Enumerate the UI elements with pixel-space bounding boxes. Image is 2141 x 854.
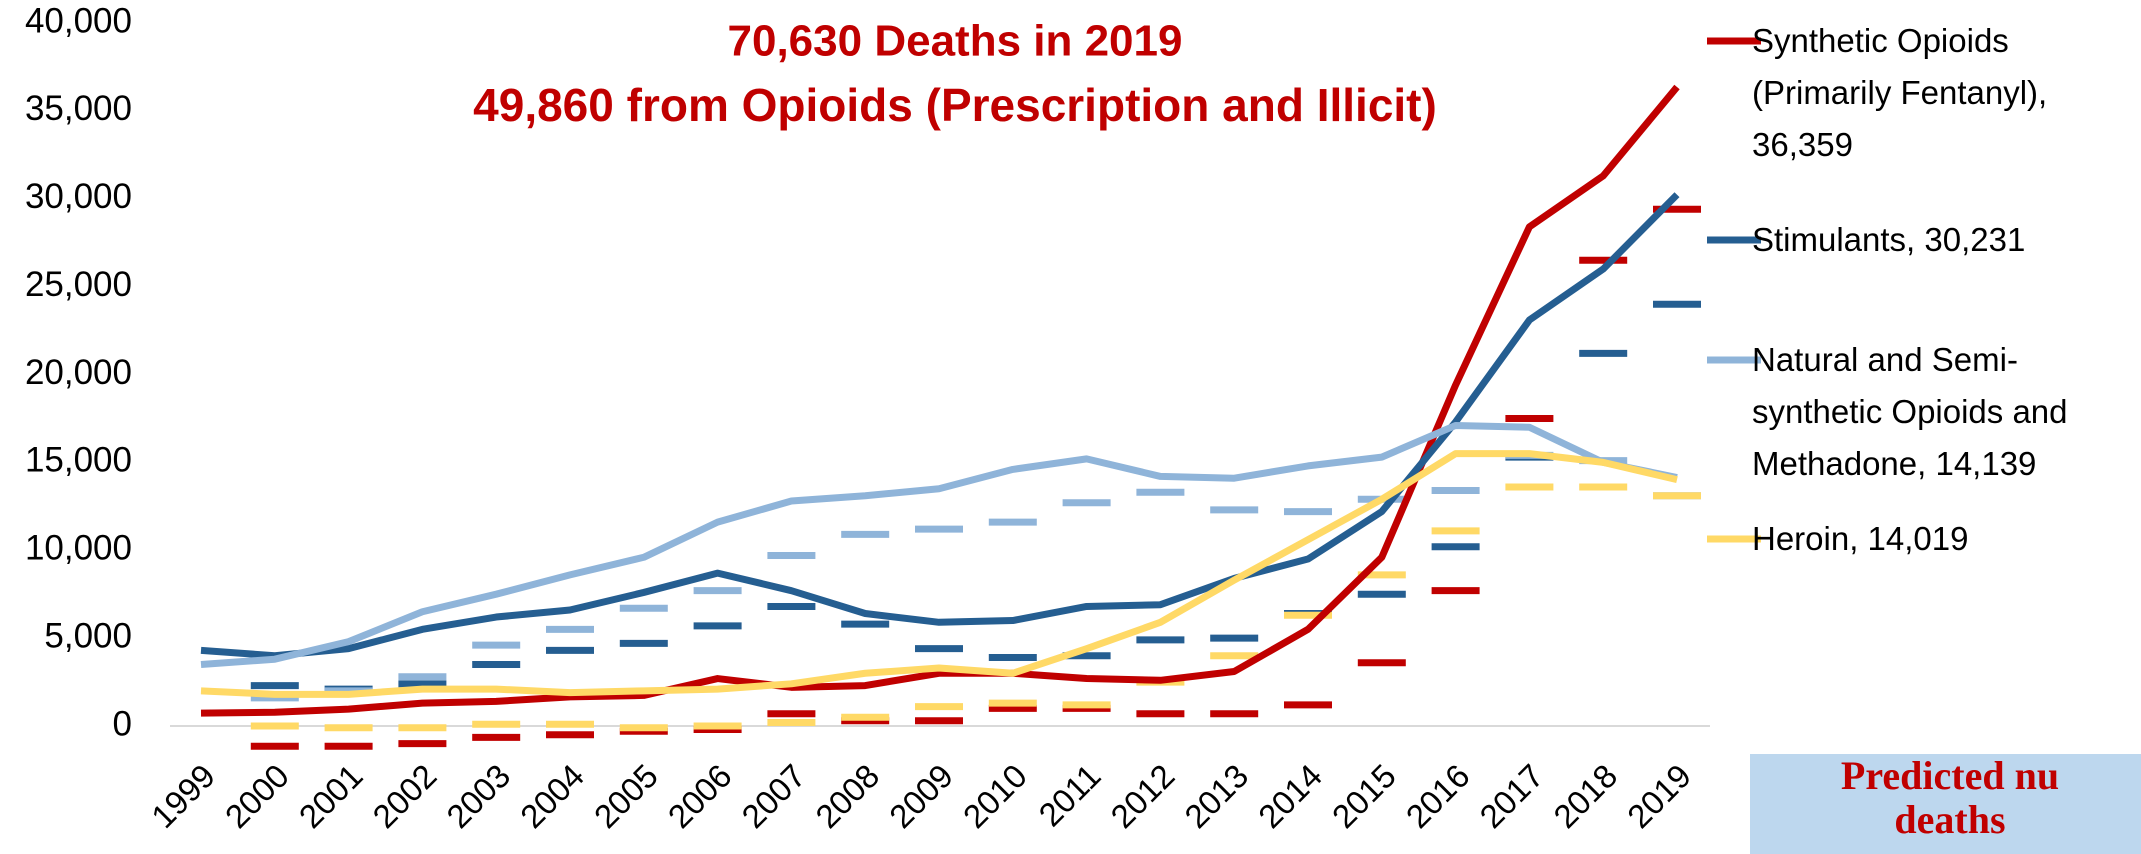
x-tick-label: 2009	[882, 757, 960, 835]
legend-label: Heroin, 14,019	[1752, 520, 1969, 557]
x-tick-label: 2018	[1546, 757, 1624, 835]
series-line	[200, 421, 1678, 668]
x-tick-label: 2008	[808, 757, 886, 835]
y-tick-label: 0	[113, 704, 132, 743]
x-tick-label: 2006	[661, 757, 739, 835]
x-tick-label: 2003	[439, 757, 517, 835]
legend-label: Synthetic Opioids (Primarily Fentanyl), …	[1752, 22, 2048, 163]
chart-title: 70,630 Deaths in 2019	[728, 17, 1183, 66]
annotation-box: Predicted nu deaths	[1750, 754, 2141, 854]
legend-label: Stimulants, 30,231	[1752, 221, 2026, 258]
annotation: Predicted nu	[1840, 754, 2060, 798]
x-tick-label: 2011	[1031, 757, 1107, 833]
x-tick-label: 2001	[292, 757, 370, 835]
y-tick-label: 5,000	[44, 616, 132, 655]
y-tick-label: 30,000	[25, 177, 132, 216]
legend-label: Natural and Semi-synthetic Opioids and M…	[1752, 341, 2068, 482]
x-tick-label: 2004	[513, 757, 591, 835]
y-tick-label: 15,000	[25, 441, 132, 480]
x-tick-label: 2002	[365, 757, 443, 835]
chart-subtitle: 49,860 from Opioids (Prescription and Il…	[473, 79, 1437, 131]
x-tick-label: 2005	[587, 757, 665, 835]
y-tick-label: 35,000	[25, 89, 132, 128]
x-tick-label: 1999	[144, 757, 222, 835]
series-line	[200, 192, 1680, 660]
x-tick-label: 2007	[734, 757, 812, 835]
x-tick-label: 2000	[218, 757, 296, 835]
y-tick-label: 40,000	[25, 1, 132, 40]
x-tick-label: 2016	[1399, 757, 1477, 835]
x-tick-label: 2019	[1620, 757, 1698, 835]
series-line	[200, 450, 1678, 698]
annotation: deaths	[1894, 797, 2006, 842]
y-tick-label: 10,000	[25, 529, 132, 568]
x-tick-label: 2017	[1472, 757, 1550, 835]
x-tick-label: 2015	[1325, 757, 1403, 835]
x-tick-label: 2014	[1251, 757, 1329, 835]
x-tick-label: 2012	[1103, 757, 1181, 835]
series-line	[200, 84, 1680, 717]
x-tick-label: 2013	[1177, 757, 1255, 835]
y-tick-label: 20,000	[25, 353, 132, 392]
x-tick-label: 2010	[956, 757, 1034, 835]
y-tick-label: 25,000	[25, 265, 132, 304]
